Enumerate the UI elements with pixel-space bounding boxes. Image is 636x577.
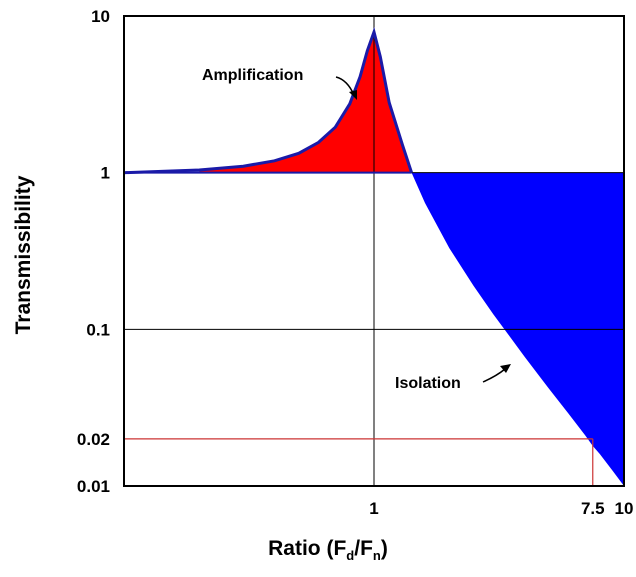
amplification-arrowhead xyxy=(349,90,357,100)
x-tick-labels: 1 7.5 10 xyxy=(369,499,633,518)
isolation-arrowhead xyxy=(500,364,511,373)
x-axis-label-sub-d: d xyxy=(346,548,354,563)
amplification-area xyxy=(199,32,412,173)
isolation-arrow xyxy=(482,368,506,383)
x-axis-label: Ratio (Fd/Fn) xyxy=(268,537,388,563)
y-tick-label: 0.02 xyxy=(77,430,110,449)
y-axis-label: Transmissibility xyxy=(12,175,35,334)
x-axis-label-sub-n: n xyxy=(373,548,381,563)
x-tick-label: 7.5 xyxy=(581,499,605,518)
plot-frame xyxy=(123,15,625,487)
y-tick-label: 10 xyxy=(91,7,110,26)
y-tick-label: 0.1 xyxy=(86,320,110,339)
reference-lines xyxy=(124,438,594,486)
x-tick-label: 1 xyxy=(369,499,378,518)
y-tick-labels: 10 1 0.1 0.02 0.01 xyxy=(77,7,110,496)
y-tick-label: 1 xyxy=(101,164,110,183)
y-tick-label: 0.01 xyxy=(77,477,110,496)
x-tick-label: 10 xyxy=(615,499,634,518)
amplification-label: Amplification xyxy=(202,67,303,84)
isolation-label: Isolation xyxy=(395,375,461,392)
amplification-curve xyxy=(123,26,414,175)
